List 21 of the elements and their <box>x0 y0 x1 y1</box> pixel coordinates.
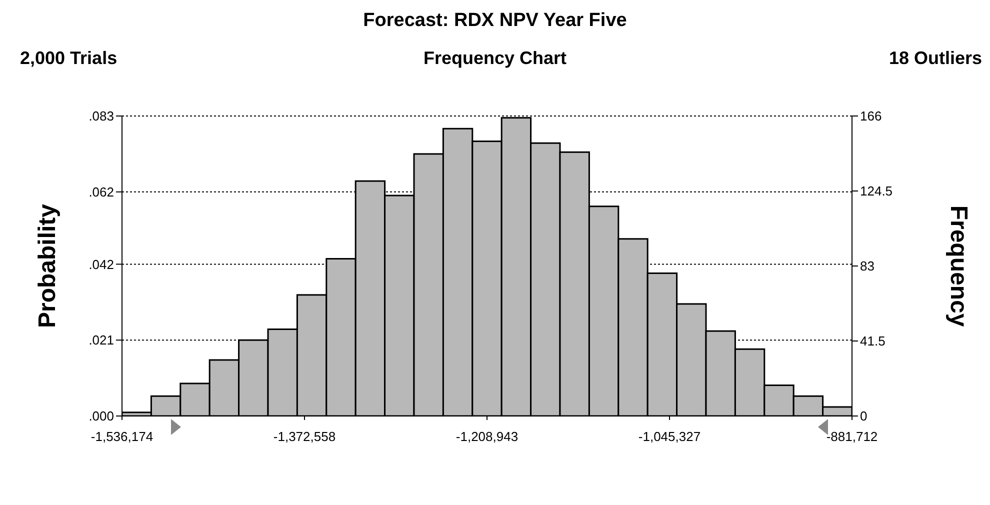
y2-tick-label: 41.5 <box>860 334 886 349</box>
x-tick-label: -1,536,174 <box>90 429 154 444</box>
y-tick-label: .083 <box>88 108 114 124</box>
x-tick-label: -1,045,327 <box>638 429 701 444</box>
x-tick-label: -1,208,943 <box>456 429 518 444</box>
text: 2,000 Trials <box>20 48 118 69</box>
x-tick-label: -1,372,558 <box>273 429 336 444</box>
y2-tick-label: 83 <box>860 258 874 274</box>
chart-subtitle: Frequency Chart <box>423 48 567 68</box>
y-tick-label: .062 <box>88 184 114 200</box>
y-tick-label: .021 <box>88 332 114 348</box>
chart-title: Forecast: RDX NPV Year Five <box>362 10 628 32</box>
y2-tick-label: 124.5 <box>860 184 893 199</box>
text: 18 Outliers <box>888 48 982 69</box>
y-axis-title: Probability <box>34 204 62 328</box>
y2-tick-label: 0 <box>860 408 868 424</box>
y2-tick-label: 166 <box>860 108 882 124</box>
y-tick-label: .000 <box>88 408 114 424</box>
x-tick-label: -881,712 <box>826 429 878 444</box>
y-tick-label: .042 <box>88 256 114 272</box>
y2-axis-title: Frequency <box>944 205 972 327</box>
